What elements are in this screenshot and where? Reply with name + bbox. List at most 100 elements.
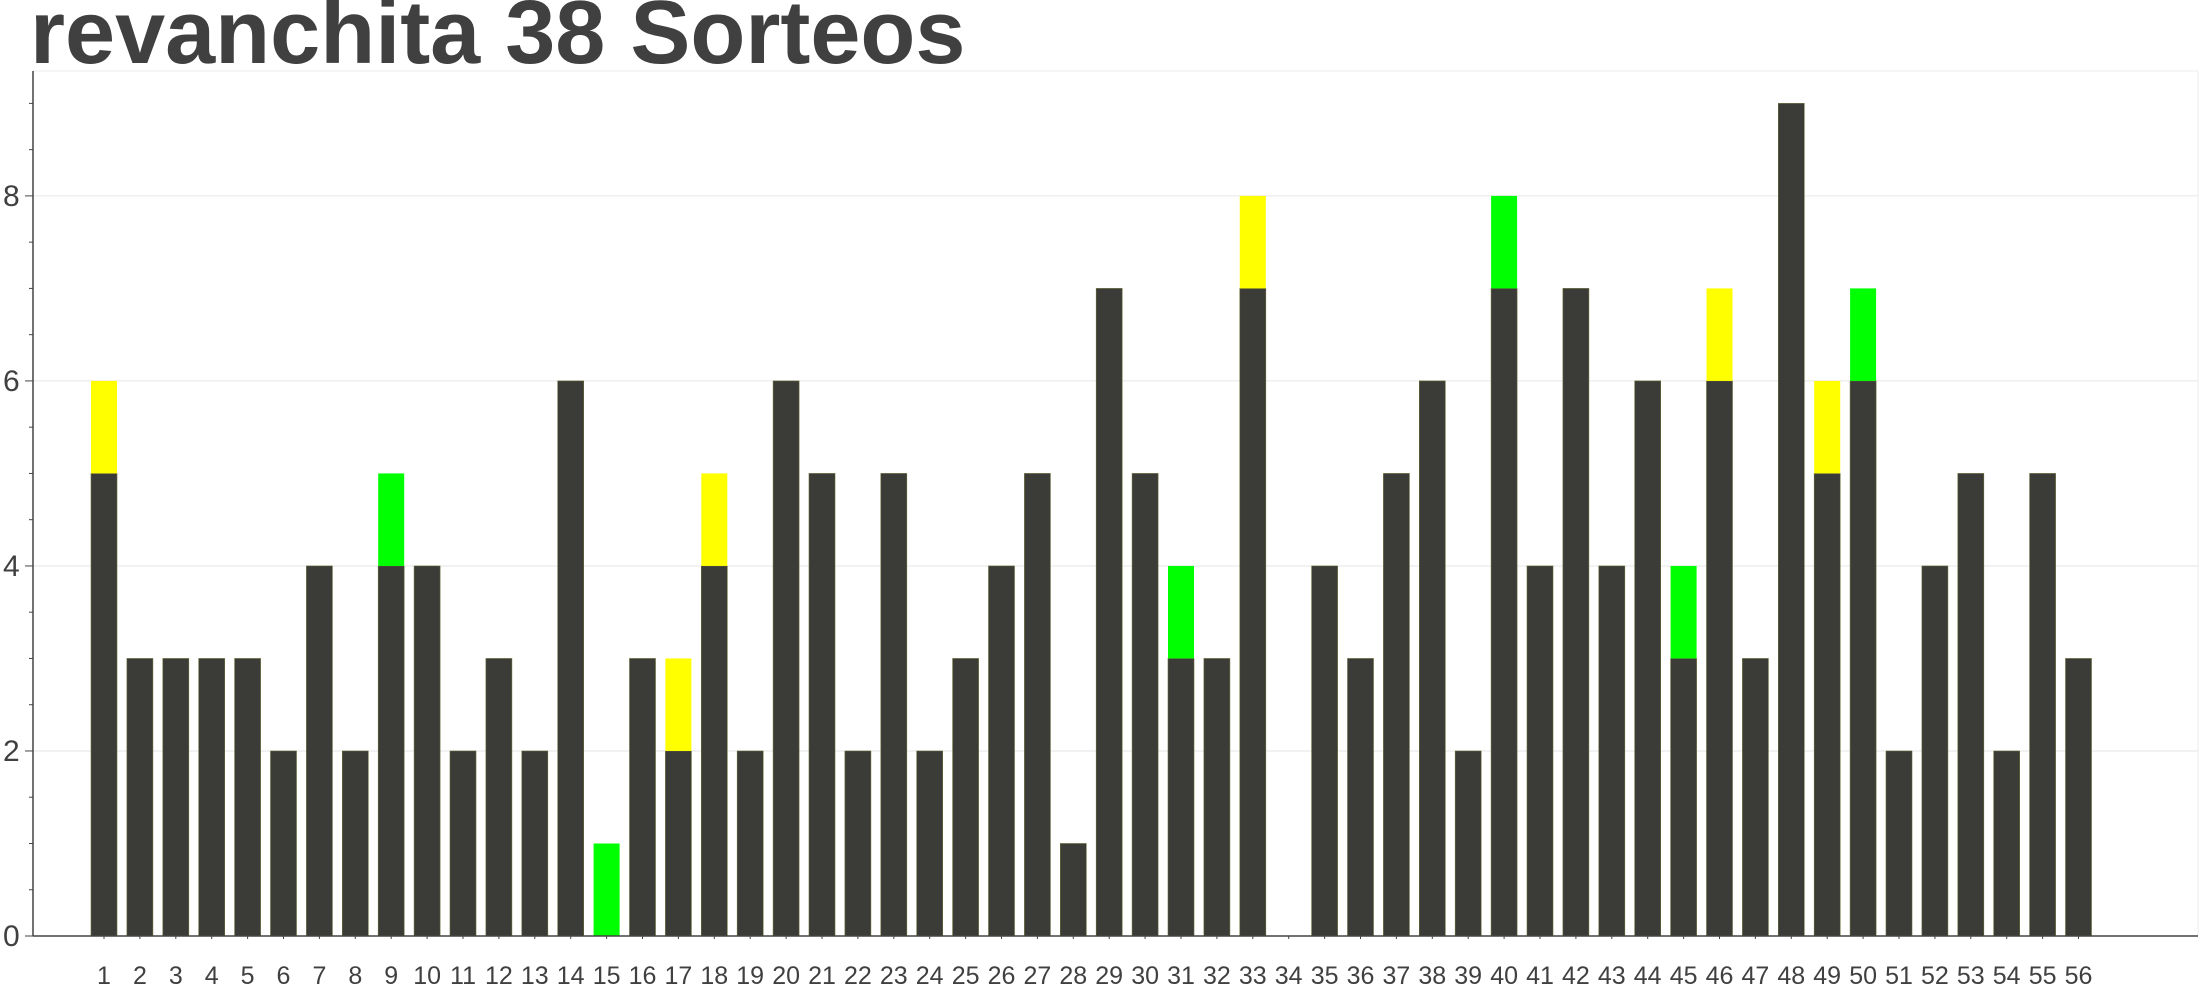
x-tick-label: 7 <box>312 962 326 990</box>
x-tick-label: 8 <box>348 962 362 990</box>
bar-segment-base <box>90 473 118 937</box>
x-tick-label: 47 <box>1741 962 1769 990</box>
x-tick-label: 13 <box>521 962 549 990</box>
x-tick-label: 41 <box>1526 962 1554 990</box>
x-tick-label: 43 <box>1598 962 1626 990</box>
bar-segment-base <box>1454 750 1482 937</box>
x-tick-label: 12 <box>485 962 513 990</box>
bar-segment-base <box>557 380 585 937</box>
bar-segment-base <box>772 380 800 937</box>
bar-segment-base <box>198 658 225 937</box>
bar-segment-base <box>916 750 944 937</box>
x-tick-label: 52 <box>1921 962 1949 990</box>
x-tick-label: 16 <box>629 962 657 990</box>
x-tick-label: 24 <box>916 962 944 990</box>
bar-segment-base <box>1311 565 1338 937</box>
bar-segment-base <box>1849 380 1877 937</box>
bar-segment-green <box>593 843 620 936</box>
bar-segment-yellow <box>1239 195 1266 289</box>
x-tick-label: 2 <box>133 962 147 990</box>
bar-segment-base <box>1383 473 1410 937</box>
bar-segment-base <box>1742 658 1769 937</box>
x-tick-label: 45 <box>1670 962 1698 990</box>
bar-segment-base <box>1490 288 1518 937</box>
bar-segment-base <box>1670 658 1697 937</box>
bar-segment-base <box>1634 380 1661 937</box>
bar-segment-base <box>521 750 549 937</box>
x-tick-label: 37 <box>1382 962 1410 990</box>
x-tick-label: 44 <box>1634 962 1662 990</box>
x-tick-label: 20 <box>772 962 800 990</box>
bar-segment-base <box>234 658 261 937</box>
bar-segment-yellow <box>1706 288 1733 381</box>
x-tick-label: 39 <box>1454 962 1482 990</box>
x-tick-label: 54 <box>1993 962 2021 990</box>
bar-segment-base <box>341 750 369 937</box>
bar-segment-base <box>1239 288 1267 937</box>
bar-segment-base <box>880 473 908 937</box>
bar-segment-base <box>736 750 764 937</box>
x-tick-label: 34 <box>1275 962 1303 990</box>
bar-segment-base <box>1813 473 1841 937</box>
bar-segment-base <box>629 658 656 937</box>
x-tick-label: 25 <box>952 962 980 990</box>
bar-segment-base <box>1203 658 1231 937</box>
bar-segment-base <box>1598 565 1626 937</box>
x-tick-label: 56 <box>2065 962 2093 990</box>
bar-segment-base <box>1778 103 1805 937</box>
x-tick-label: 40 <box>1490 962 1518 990</box>
bar-segment-green <box>378 473 405 566</box>
bar-segment-base <box>1347 658 1374 937</box>
x-tick-label: 11 <box>450 962 476 990</box>
bar-segment-base <box>449 750 477 937</box>
x-tick-label: 6 <box>277 962 291 990</box>
x-tick-label: 10 <box>413 962 441 990</box>
x-tick-label: 51 <box>1885 962 1913 990</box>
x-tick-label: 48 <box>1777 962 1805 990</box>
bar-segment-yellow <box>665 658 692 751</box>
x-tick-label: 19 <box>736 962 764 990</box>
bar-segment-base <box>808 473 836 937</box>
bar-segment-base <box>485 658 513 937</box>
bar-segment-base <box>1993 750 2020 937</box>
bar-segment-base <box>2065 658 2092 937</box>
bar-segment-yellow <box>1814 380 1841 474</box>
x-tick-label: 5 <box>241 962 255 990</box>
y-tick-label: 2 <box>3 735 20 768</box>
bar-segment-yellow <box>701 473 728 566</box>
x-tick-label: 31 <box>1167 962 1195 990</box>
bar-segment-base <box>1562 288 1590 937</box>
bar-segment-base <box>665 750 692 937</box>
bar-segment-base <box>1706 380 1733 937</box>
x-tick-label: 28 <box>1059 962 1087 990</box>
bar-segment-base <box>413 565 441 937</box>
bar-segment-base <box>126 658 154 937</box>
bar-segment-base <box>988 565 1015 937</box>
bar-segment-base <box>377 565 405 937</box>
bar-segment-green <box>1670 565 1697 659</box>
bar-segment-green <box>1491 195 1518 289</box>
bar-segment-yellow <box>91 380 117 474</box>
bar-segment-base <box>1885 750 1913 937</box>
bar-segment-green <box>1168 565 1194 659</box>
x-tick-label: 17 <box>664 962 692 990</box>
x-tick-label: 36 <box>1347 962 1375 990</box>
x-tick-label: 38 <box>1418 962 1446 990</box>
bar-segment-base <box>1526 565 1554 937</box>
bar-segment-base <box>844 750 872 937</box>
x-tick-label: 27 <box>1023 962 1051 990</box>
x-tick-label: 3 <box>169 962 183 990</box>
bar-segment-base <box>306 565 333 937</box>
x-tick-label: 35 <box>1311 962 1339 990</box>
x-tick-label: 23 <box>880 962 908 990</box>
bar-segment-base <box>162 658 190 937</box>
bar-segment-base <box>1167 658 1195 937</box>
x-tick-label: 18 <box>700 962 728 990</box>
x-tick-label: 53 <box>1957 962 1985 990</box>
bar-segment-base <box>1419 380 1446 937</box>
y-tick-label: 6 <box>3 365 20 398</box>
x-tick-label: 46 <box>1706 962 1734 990</box>
x-tick-label: 50 <box>1849 962 1877 990</box>
